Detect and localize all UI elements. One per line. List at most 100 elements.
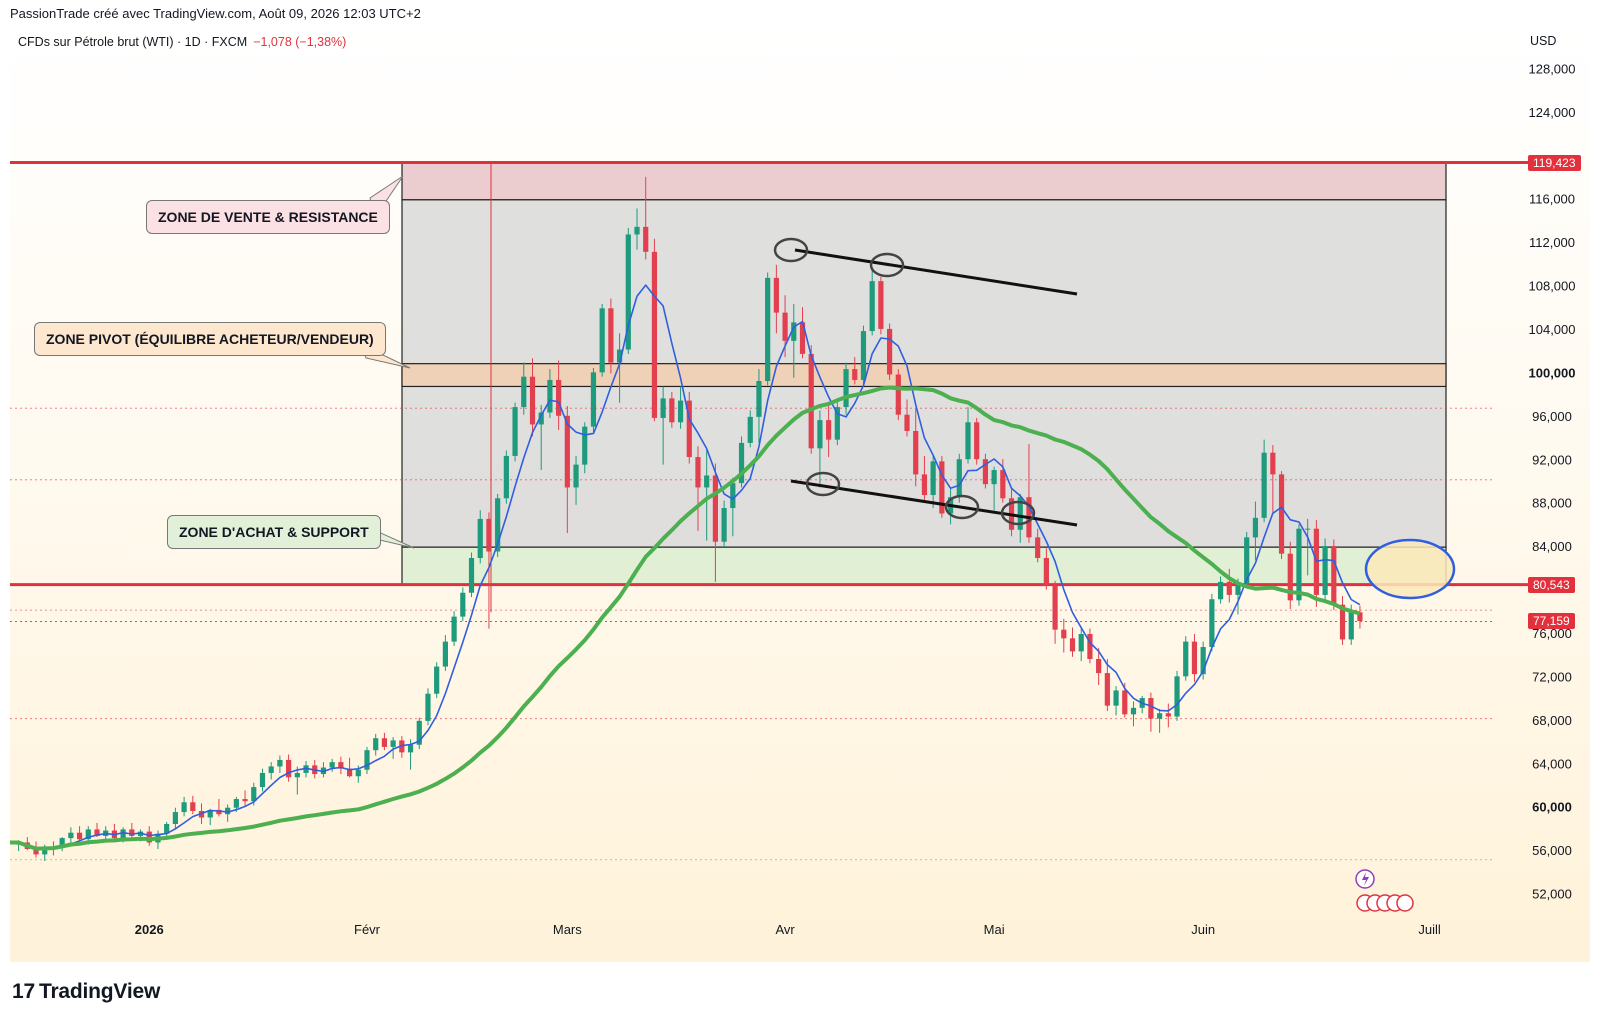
candle-body: [887, 328, 893, 375]
candle-body: [33, 848, 39, 855]
tradingview-logo[interactable]: 17 TradingView: [12, 980, 160, 1004]
candle-body: [738, 442, 745, 484]
zone-buy-rect: [401, 546, 1447, 586]
candle-body: [860, 331, 867, 380]
y-tick-label: 92,000: [1532, 452, 1572, 467]
candle-body: [852, 369, 858, 380]
candle-body: [1157, 713, 1163, 719]
candle-body: [495, 498, 501, 552]
candle-body: [512, 407, 518, 456]
candle-body: [834, 407, 840, 440]
candle-body: [268, 766, 274, 773]
x-tick-label: Mars: [553, 922, 582, 937]
candle-body: [590, 372, 597, 427]
y-tick-label: 104,000: [1529, 322, 1576, 337]
brand-name: TradingView: [38, 980, 161, 1003]
y-tick-label: 100,000: [1529, 365, 1576, 380]
candle-body: [381, 738, 388, 747]
candle-body: [643, 226, 649, 252]
candle-body: [817, 420, 823, 449]
candle-body: [172, 812, 178, 824]
price-chart[interactable]: 128,000 124,000 116,000 112,000 108,000 104,0…: [10, 26, 1590, 962]
ma-40-line: [10, 385, 1361, 851]
zone-pivot-rect: [401, 363, 1447, 388]
candle-body: [1357, 612, 1363, 621]
swing-marker-4: [944, 494, 980, 520]
candle-body: [878, 281, 884, 329]
y-tick-label: 52,000: [1532, 887, 1572, 902]
y-tick-label: 128,000: [1529, 61, 1576, 76]
candle-body: [59, 838, 65, 847]
y-tick-label: 68,000: [1532, 713, 1572, 728]
zone-vente-callout[interactable]: ZONE DE VENTE & RESISTANCE: [146, 200, 390, 234]
candle-body: [712, 475, 718, 542]
candle-body: [625, 234, 631, 350]
candle-body: [1000, 470, 1006, 499]
candle-body: [538, 412, 544, 425]
candle-body: [1305, 528, 1311, 530]
candle-body: [1235, 584, 1241, 595]
candle-body: [599, 308, 605, 373]
candle-body: [233, 799, 239, 808]
candle-body: [521, 376, 527, 408]
candle-body: [582, 426, 588, 465]
candle-body: [1252, 517, 1259, 538]
candle-body: [1165, 713, 1171, 717]
candle-body: [904, 414, 910, 431]
candle-body: [425, 693, 431, 721]
candle-body: [895, 374, 901, 415]
candle-body: [1087, 634, 1093, 659]
candle-body: [556, 379, 562, 416]
candle-body: [68, 832, 74, 839]
candle-body: [129, 829, 135, 836]
candle-body: [85, 829, 91, 840]
y-tick-label: 64,000: [1532, 756, 1572, 771]
event-icons: [1355, 869, 1414, 912]
candle-body: [677, 400, 684, 423]
candle-body: [669, 398, 675, 423]
candle-body: [407, 744, 414, 753]
symbol-legend[interactable]: CFDs sur Pétrole brut (WTI) · 1D · FXCM −…: [18, 35, 346, 49]
candle-body: [608, 308, 614, 363]
candle-body: [120, 829, 126, 839]
candle-body: [1078, 634, 1084, 652]
x-tick-label: 2026: [135, 922, 164, 937]
candle-body: [468, 558, 475, 593]
candle-body: [1191, 641, 1198, 675]
candle-body: [704, 475, 710, 488]
candle-body: [956, 459, 962, 498]
axes-layer: 128,000 124,000 116,000 112,000 108,000 104,0…: [135, 61, 1576, 937]
y-tick-label: 76,000: [1532, 626, 1572, 641]
x-tick-label: Avr: [775, 922, 795, 937]
candle-body: [686, 400, 692, 458]
x-tick-label: Mai: [984, 922, 1005, 937]
candle-body: [190, 802, 196, 811]
candle-body: [930, 461, 936, 496]
chart-frame[interactable]: 128,000 124,000 116,000 112,000 108,000 104,0…: [10, 26, 1590, 962]
candle-body: [164, 824, 170, 834]
candle-body: [329, 762, 335, 768]
symbol-name: CFDs sur Pétrole brut (WTI) · 1D · FXCM: [18, 35, 248, 49]
candle-body: [277, 759, 283, 767]
candle-body: [965, 422, 971, 460]
y-tick-label: 96,000: [1532, 409, 1572, 424]
candle-body: [1017, 497, 1023, 530]
zone-pivot-callout[interactable]: ZONE PIVOT (ÉQUILIBRE ACHETEUR/VENDEUR): [34, 322, 386, 356]
candle-body: [181, 802, 187, 813]
candle-body: [1226, 581, 1232, 595]
swing-marker-1: [773, 237, 809, 263]
currency-label[interactable]: USD: [1530, 34, 1557, 48]
candle-body: [477, 518, 483, 558]
candle-body: [434, 666, 440, 694]
candle-body: [251, 787, 257, 802]
candle-body: [1174, 676, 1180, 717]
y-tick-label: 88,000: [1532, 496, 1572, 511]
candle-body: [42, 847, 48, 855]
swing-marker-2: [869, 252, 905, 278]
candle-body: [1113, 690, 1119, 706]
y-tick-label: 84,000: [1532, 539, 1572, 554]
candle-body: [843, 369, 849, 408]
zone-sell-rect: [401, 161, 1447, 201]
zone-achat-callout[interactable]: ZONE D'ACHAT & SUPPORT: [167, 515, 381, 549]
candle-body: [564, 415, 570, 488]
